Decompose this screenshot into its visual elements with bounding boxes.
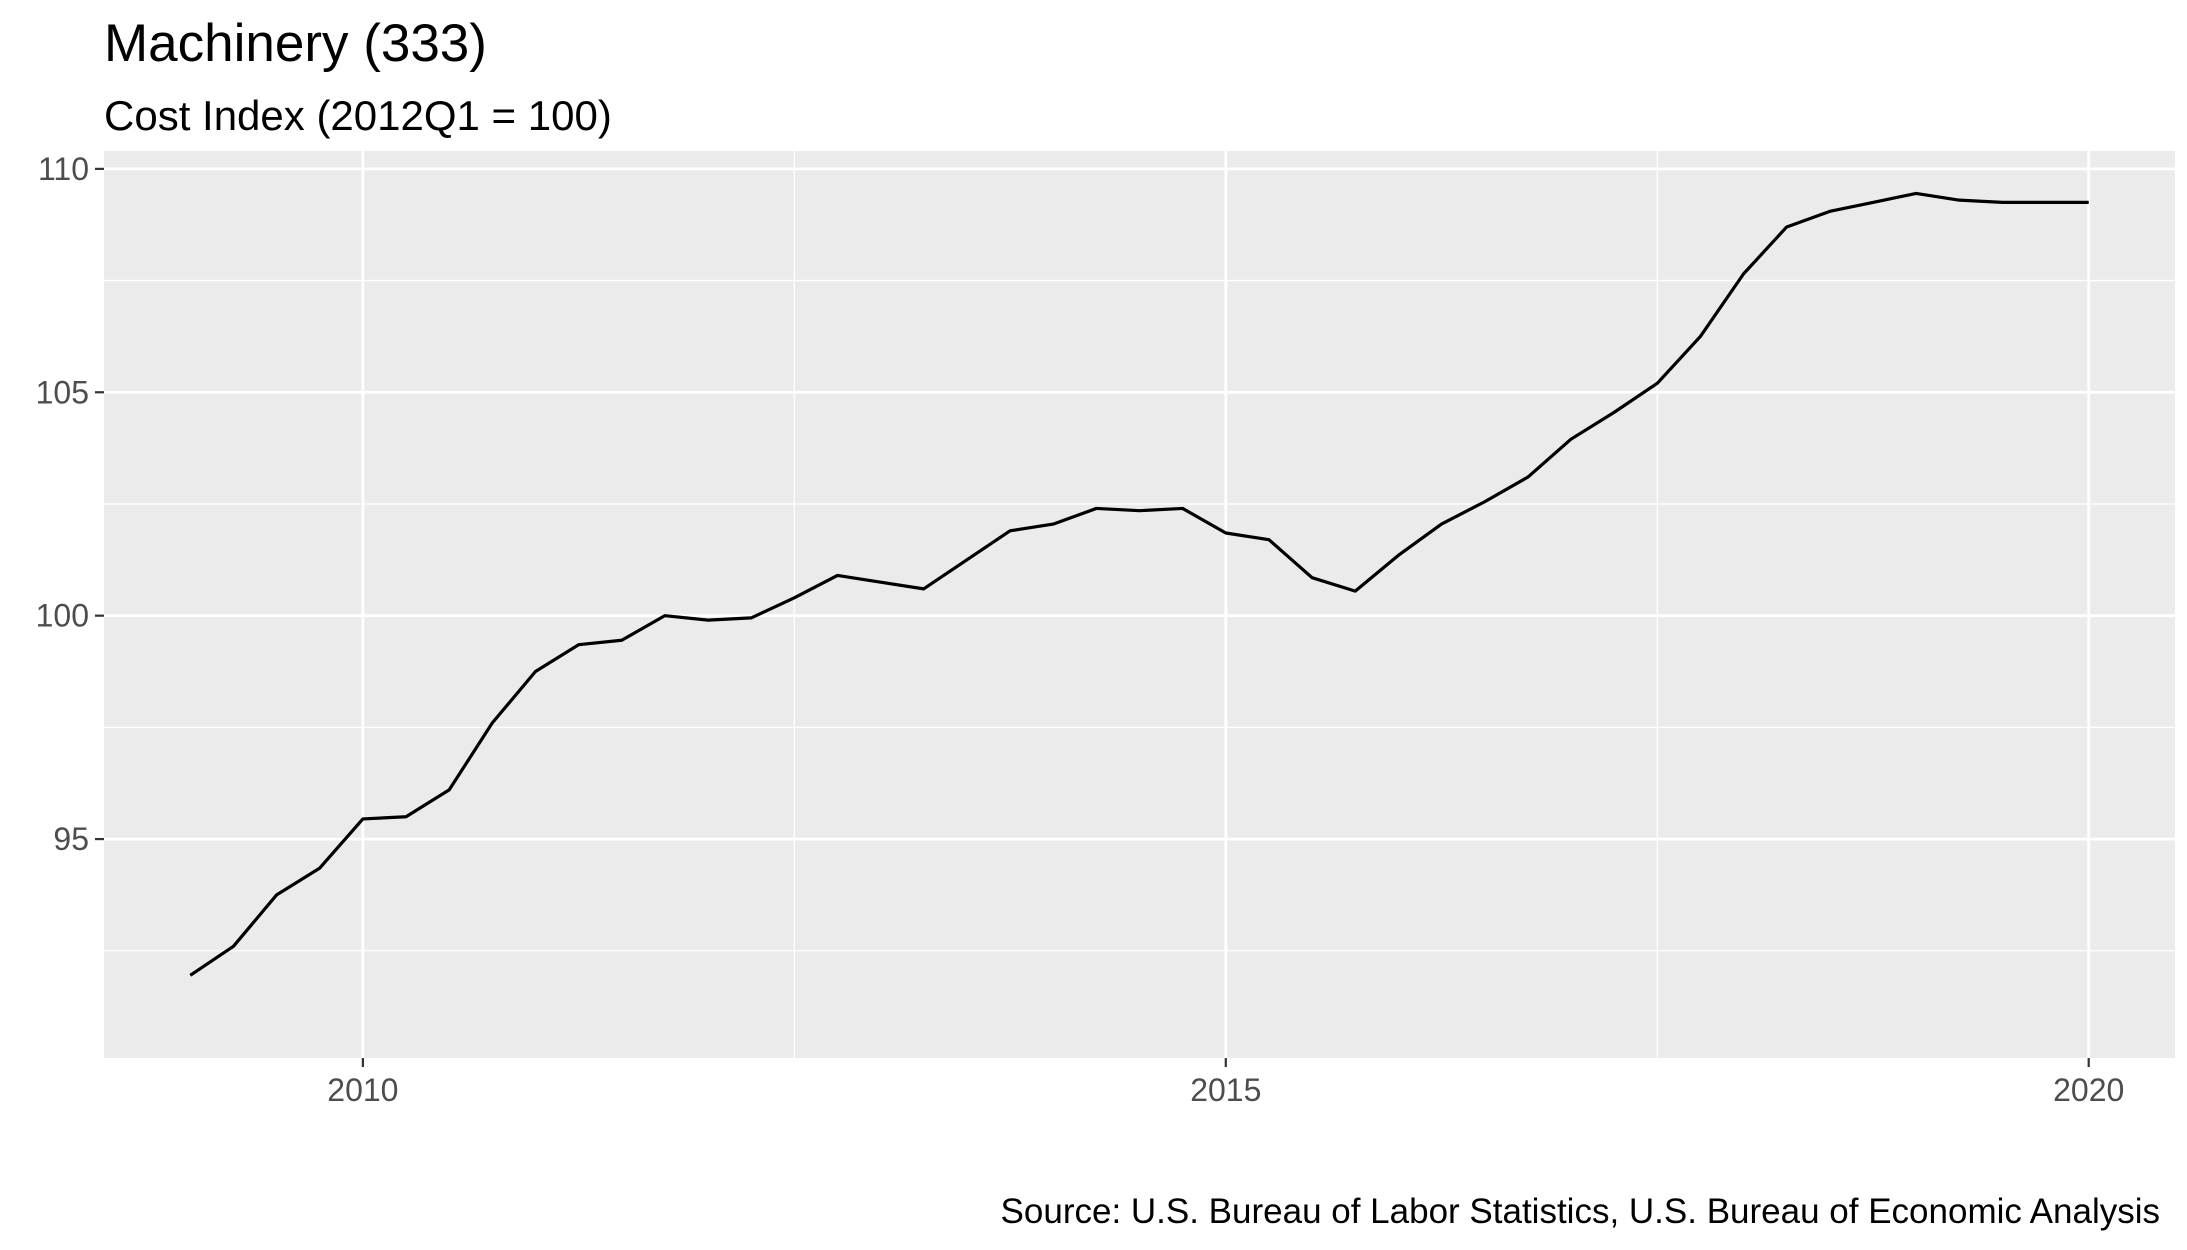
y-tick-label: 110 [38, 151, 89, 187]
x-tick-label: 2010 [327, 1072, 398, 1108]
chart-caption: Source: U.S. Bureau of Labor Statistics,… [1001, 1192, 2160, 1231]
data-layer [189, 191, 2089, 977]
x-tick-label: 2015 [1190, 1072, 1261, 1108]
chart-title: Machinery (333) [104, 14, 487, 73]
minor-gridlines [104, 151, 2175, 1058]
y-axis: 95 100 105 110 [36, 151, 104, 857]
x-axis: 2010 2015 2020 [327, 1058, 2124, 1108]
plot-panel [104, 151, 2175, 1058]
y-tick-label: 95 [53, 821, 89, 857]
y-tick-label: 100 [36, 598, 89, 634]
x-tick-label: 2020 [2053, 1072, 2124, 1108]
major-gridlines [104, 151, 2175, 1058]
y-tick-label: 105 [36, 374, 89, 410]
chart-subtitle: Cost Index (2012Q1 = 100) [104, 92, 612, 139]
series-line-0 [189, 191, 2089, 977]
